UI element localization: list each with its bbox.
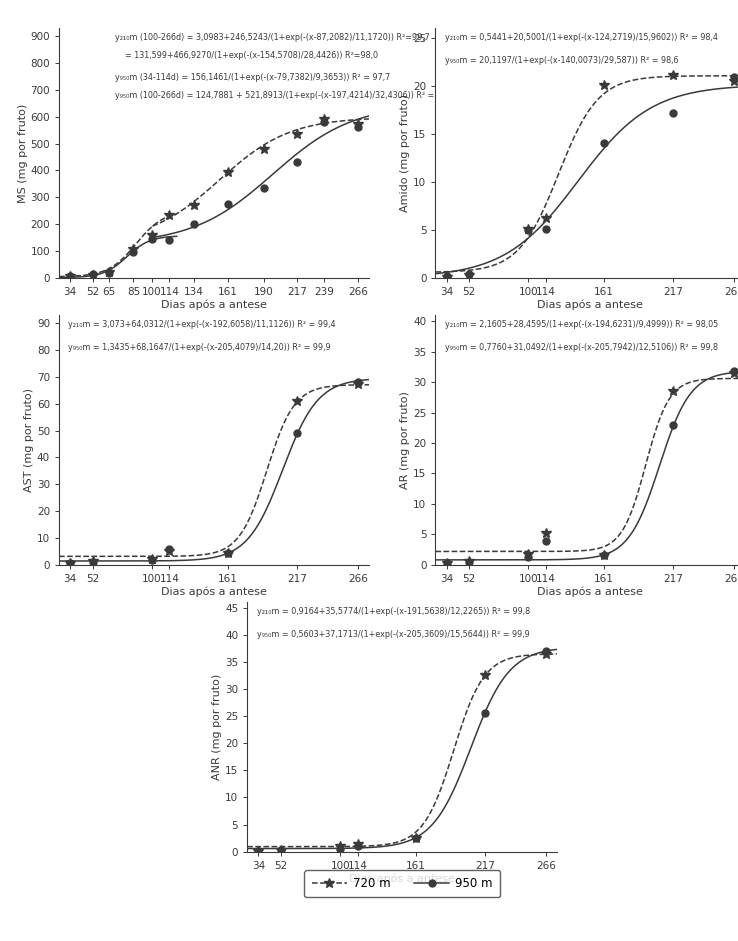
- Y-axis label: AR (mg por fruto): AR (mg por fruto): [400, 391, 410, 489]
- X-axis label: Dias após a antese: Dias após a antese: [349, 873, 455, 884]
- Text: y₂₁₀m = 0,9164+35,5774/(1+exp(-(x-191,5638)/12,2265)) R² = 99,8: y₂₁₀m = 0,9164+35,5774/(1+exp(-(x-191,56…: [257, 607, 530, 616]
- Text: y₂₁₀m (100-266d) = 3,0983+246,5243/(1+exp(-(x-87,2082)/11,1720)) R²=99,7: y₂₁₀m (100-266d) = 3,0983+246,5243/(1+ex…: [115, 33, 430, 42]
- X-axis label: Dias após a antese: Dias após a antese: [537, 586, 644, 597]
- Text: y₂₁₀m = 2,1605+28,4595/(1+exp(-(x-194,6231)/9,4999)) R² = 98,05: y₂₁₀m = 2,1605+28,4595/(1+exp(-(x-194,62…: [445, 320, 718, 329]
- Text: y₂₁₀m = 3,073+64,0312/(1+exp(-(x-192,6058)/11,1126)) R² = 99,4: y₂₁₀m = 3,073+64,0312/(1+exp(-(x-192,605…: [69, 320, 336, 329]
- Y-axis label: ANR (mg por fruto): ANR (mg por fruto): [212, 674, 222, 780]
- Text: y₉₅₀m = 1,3435+68,1647/(1+exp(-(x-205,4079)/14,20)) R² = 99,9: y₉₅₀m = 1,3435+68,1647/(1+exp(-(x-205,40…: [69, 343, 331, 352]
- Y-axis label: Amido (mg por fruto): Amido (mg por fruto): [400, 94, 410, 212]
- Text: y₉₅₀m (100-266d) = 124,7881 + 521,8913/(1+exp(-(x-197,4214)/32,4306)) R² = 97,4: y₉₅₀m (100-266d) = 124,7881 + 521,8913/(…: [115, 90, 455, 100]
- X-axis label: Dias após a antese: Dias após a antese: [537, 299, 644, 310]
- Legend: 720 m, 950 m: 720 m, 950 m: [305, 870, 500, 898]
- Text: y₉₅₀m (34-114d) = 156,1461/(1+exp(-(x-79,7382)/9,3653)) R² = 97,7: y₉₅₀m (34-114d) = 156,1461/(1+exp(-(x-79…: [115, 73, 390, 82]
- Text: y₉₅₀m = 0,7760+31,0492/(1+exp(-(x-205,7942)/12,5106)) R² = 99,8: y₉₅₀m = 0,7760+31,0492/(1+exp(-(x-205,79…: [445, 343, 718, 352]
- Y-axis label: MS (mg por fruto): MS (mg por fruto): [18, 104, 27, 202]
- Text: y₂₁₀m = 0,5441+20,5001/(1+exp(-(x-124,2719)/15,9602)) R² = 98,4: y₂₁₀m = 0,5441+20,5001/(1+exp(-(x-124,27…: [445, 33, 717, 42]
- X-axis label: Dias após a antese: Dias após a antese: [161, 586, 267, 597]
- Text: = 131,599+466,9270/(1+exp(-(x-154,5708)/28,4426)) R²=98,0: = 131,599+466,9270/(1+exp(-(x-154,5708)/…: [115, 51, 378, 59]
- X-axis label: Dias após a antese: Dias após a antese: [161, 299, 267, 310]
- Y-axis label: AST (mg por fruto): AST (mg por fruto): [24, 388, 34, 492]
- Text: y₉₅₀m = 0,5603+37,1713/(1+exp(-(x-205,3609)/15,5644)) R² = 99,9: y₉₅₀m = 0,5603+37,1713/(1+exp(-(x-205,36…: [257, 630, 529, 639]
- Text: y₉₅₀m = 20,1197/(1+exp(-(x-140,0073)/29,587)) R² = 98,6: y₉₅₀m = 20,1197/(1+exp(-(x-140,0073)/29,…: [445, 56, 678, 65]
